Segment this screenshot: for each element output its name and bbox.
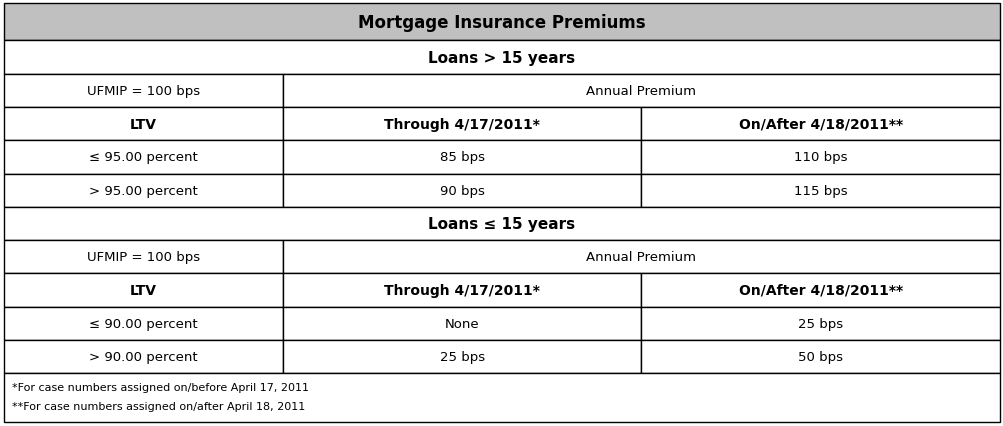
Bar [283, 141, 641, 174]
Bar [283, 108, 641, 141]
Text: LTV: LTV [129, 283, 156, 297]
Text: 90 bps: 90 bps [439, 184, 484, 197]
Text: On/After 4/18/2011**: On/After 4/18/2011** [738, 117, 902, 131]
Text: Through 4/17/2011*: Through 4/17/2011* [384, 117, 540, 131]
Text: 25 bps: 25 bps [439, 350, 484, 363]
Bar [641, 307, 999, 340]
Bar [4, 340, 283, 373]
Bar [4, 307, 283, 340]
Bar [283, 75, 999, 108]
Text: ≤ 90.00 percent: ≤ 90.00 percent [89, 317, 198, 330]
Text: *For case numbers assigned on/before April 17, 2011: *For case numbers assigned on/before Apr… [12, 382, 309, 392]
Text: LTV: LTV [129, 117, 156, 131]
Text: Mortgage Insurance Premiums: Mortgage Insurance Premiums [358, 14, 645, 32]
Text: **For case numbers assigned on/after April 18, 2011: **For case numbers assigned on/after Apr… [12, 401, 305, 412]
Text: UFMIP = 100 bps: UFMIP = 100 bps [87, 250, 200, 264]
Bar [641, 273, 999, 307]
Bar [641, 174, 999, 207]
Bar [283, 273, 641, 307]
Text: ≤ 95.00 percent: ≤ 95.00 percent [89, 151, 198, 164]
Bar [4, 273, 283, 307]
Bar [4, 141, 283, 174]
Bar [283, 174, 641, 207]
Text: > 90.00 percent: > 90.00 percent [89, 350, 198, 363]
Bar [283, 241, 999, 273]
Bar [641, 340, 999, 373]
Bar [4, 41, 999, 75]
Text: 25 bps: 25 bps [797, 317, 843, 330]
Text: Through 4/17/2011*: Through 4/17/2011* [384, 283, 540, 297]
Bar [4, 373, 999, 422]
Bar [4, 4, 999, 41]
Text: 115 bps: 115 bps [793, 184, 847, 197]
Text: 85 bps: 85 bps [439, 151, 484, 164]
Bar [641, 108, 999, 141]
Text: On/After 4/18/2011**: On/After 4/18/2011** [738, 283, 902, 297]
Text: None: None [444, 317, 479, 330]
Bar [641, 141, 999, 174]
Bar [283, 340, 641, 373]
Bar [4, 241, 283, 273]
Text: Loans > 15 years: Loans > 15 years [428, 50, 575, 66]
Text: 50 bps: 50 bps [797, 350, 843, 363]
Text: 110 bps: 110 bps [793, 151, 847, 164]
Text: > 95.00 percent: > 95.00 percent [89, 184, 198, 197]
Bar [4, 108, 283, 141]
Text: Loans ≤ 15 years: Loans ≤ 15 years [428, 216, 575, 231]
Text: UFMIP = 100 bps: UFMIP = 100 bps [87, 85, 200, 98]
Bar [4, 207, 999, 241]
Text: Annual Premium: Annual Premium [586, 85, 696, 98]
Bar [4, 75, 283, 108]
Bar [283, 307, 641, 340]
Text: Annual Premium: Annual Premium [586, 250, 696, 264]
Bar [4, 174, 283, 207]
